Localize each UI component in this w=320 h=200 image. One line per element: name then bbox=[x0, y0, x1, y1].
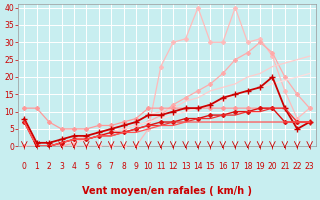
X-axis label: Vent moyen/en rafales ( km/h ): Vent moyen/en rafales ( km/h ) bbox=[82, 186, 252, 196]
